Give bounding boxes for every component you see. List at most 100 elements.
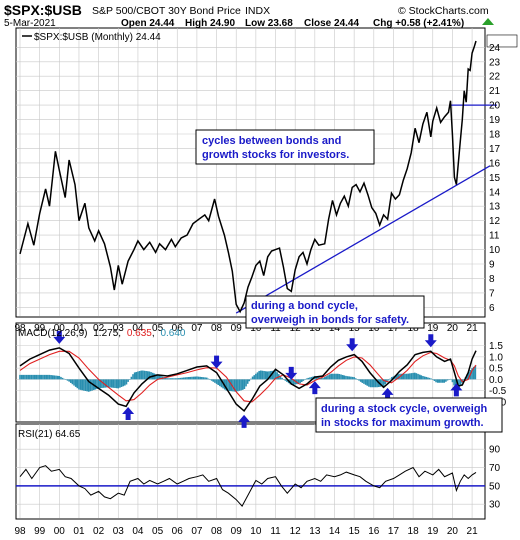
macd-histogram-bar [63,378,66,380]
macd-histogram-bar [142,370,144,380]
macd-histogram-bar [451,379,454,383]
macd-histogram-bar [305,378,308,380]
date-label: 5-Mar-2021 [4,18,56,29]
macd-histogram-bar [395,374,398,380]
macd-histogram-bar [199,376,201,380]
macd-histogram-bar [386,379,388,383]
macd-histogram-bar [32,374,34,380]
macd-histogram-bar [110,379,113,388]
x-tick-label: 20 [447,526,459,537]
price-y-tick-label: 7 [489,288,495,299]
macd-histogram-bar [30,374,33,380]
macd-histogram-bar [410,373,413,380]
x-tick-label: 98 [14,526,26,537]
macd-histogram-bar [384,379,387,385]
macd-histogram-bar [382,379,385,387]
macd-histogram-bar [168,378,170,380]
macd-histogram-bar [300,379,303,382]
macd-histogram-bar [160,376,162,380]
macd-histogram-bar [255,373,257,380]
macd-histogram-bar [327,375,329,380]
macd-histogram-bar [341,374,344,380]
x-tick-label: 12 [290,526,302,537]
macd-histogram-bar [119,379,121,388]
macd-histogram-bar [186,377,188,380]
annotation-stock-line1: during a stock cycle, overweigh [321,403,488,415]
macd-histogram-bar [132,374,134,380]
macd-histogram-bar [220,379,223,388]
x-tick-label: 09 [231,526,243,537]
x-tick-label-middle: 07 [191,323,203,334]
svg-text:MACD(12,26,9) 1.275,: MACD(12,26,9) 1.275, 0.635, 0.640 [18,328,186,339]
macd-histogram-bar [471,368,473,380]
macd-histogram-bar [201,377,203,380]
macd-histogram-bar [89,379,92,392]
macd-histogram-bar [412,372,414,380]
macd-histogram-bar [241,379,244,390]
macd-histogram-bar [363,379,365,384]
macd-histogram-bar [240,379,242,391]
rsi-y-tick-label: 30 [489,500,501,511]
macd-histogram-bar [42,374,44,380]
macd-histogram-bar [441,379,444,383]
macd-histogram-bar [38,374,41,380]
macd-histogram-bar [29,374,31,380]
macd-histogram-bar [27,374,29,380]
macd-histogram-bar [35,374,38,380]
macd-histogram-bar [128,379,131,380]
macd-histogram-bar [299,379,301,384]
macd-histogram-bar [235,379,238,392]
x-tick-label: 07 [191,526,203,537]
macd-histogram-bar [173,378,175,380]
macd-histogram-bar [207,378,210,380]
macd-histogram-bar [61,377,64,380]
macd-histogram-bar [84,379,87,391]
macd-histogram-bar [50,375,52,380]
down-arrow-icon [285,366,298,380]
macd-histogram-bar [245,379,247,387]
x-tick-label: 00 [54,526,66,537]
macd-histogram-bar [73,379,75,386]
macd-histogram-bar [431,379,434,380]
x-tick-label-middle: 06 [172,323,184,334]
macd-histogram-bar [328,374,331,380]
macd-histogram-bar [148,371,151,380]
macd-histogram-bar [143,370,146,380]
macd-histogram-bar [83,379,85,391]
macd-histogram-bar [189,376,192,380]
down-arrow-icon [210,355,223,369]
price-legend: $SPX:$USB (Monthly) 24.44 [22,32,161,43]
x-tick-label: 04 [132,526,144,537]
macd-signal-value: 0.635 [127,328,152,339]
macd-histogram-bar [366,379,369,386]
macd-histogram-bar [135,371,138,380]
macd-histogram-bar [101,379,103,388]
macd-histogram-bar [374,379,377,388]
annotation-cycles: cycles between bonds and growth stocks f… [195,129,375,165]
macd-histogram-bar [56,375,59,380]
macd-legend-label: MACD(12,26,9) [18,328,87,339]
macd-histogram-bar [400,373,403,380]
rsi-y-tick-label: 70 [489,463,501,474]
macd-histogram-bar [404,373,406,380]
annotation-cycles-line1: cycles between bonds and [202,135,341,147]
macd-histogram-bar [76,379,79,389]
x-tick-label-middle: 04 [132,323,144,334]
macd-histogram-bar [40,374,43,380]
macd-histogram-bar [387,379,390,381]
macd-histogram-bar [463,379,465,380]
price-y-tick-label: 9 [489,260,495,271]
macd-histogram-bar [107,379,110,388]
macd-histogram-bar [466,374,468,380]
x-tick-label: 06 [172,526,184,537]
high-value: High 24.90 [185,18,235,29]
macd-histogram-bar [197,376,200,380]
x-tick-label-middle: 03 [113,323,125,334]
macd-histogram-bar [338,374,341,380]
rsi-line [19,465,477,507]
macd-histogram-bar [307,377,310,380]
macd-y-tick-label: 1.0 [489,352,503,363]
macd-histogram-bar [368,379,370,387]
macd-histogram-bar [66,379,69,381]
macd-histogram-value: 0.640 [160,328,185,339]
